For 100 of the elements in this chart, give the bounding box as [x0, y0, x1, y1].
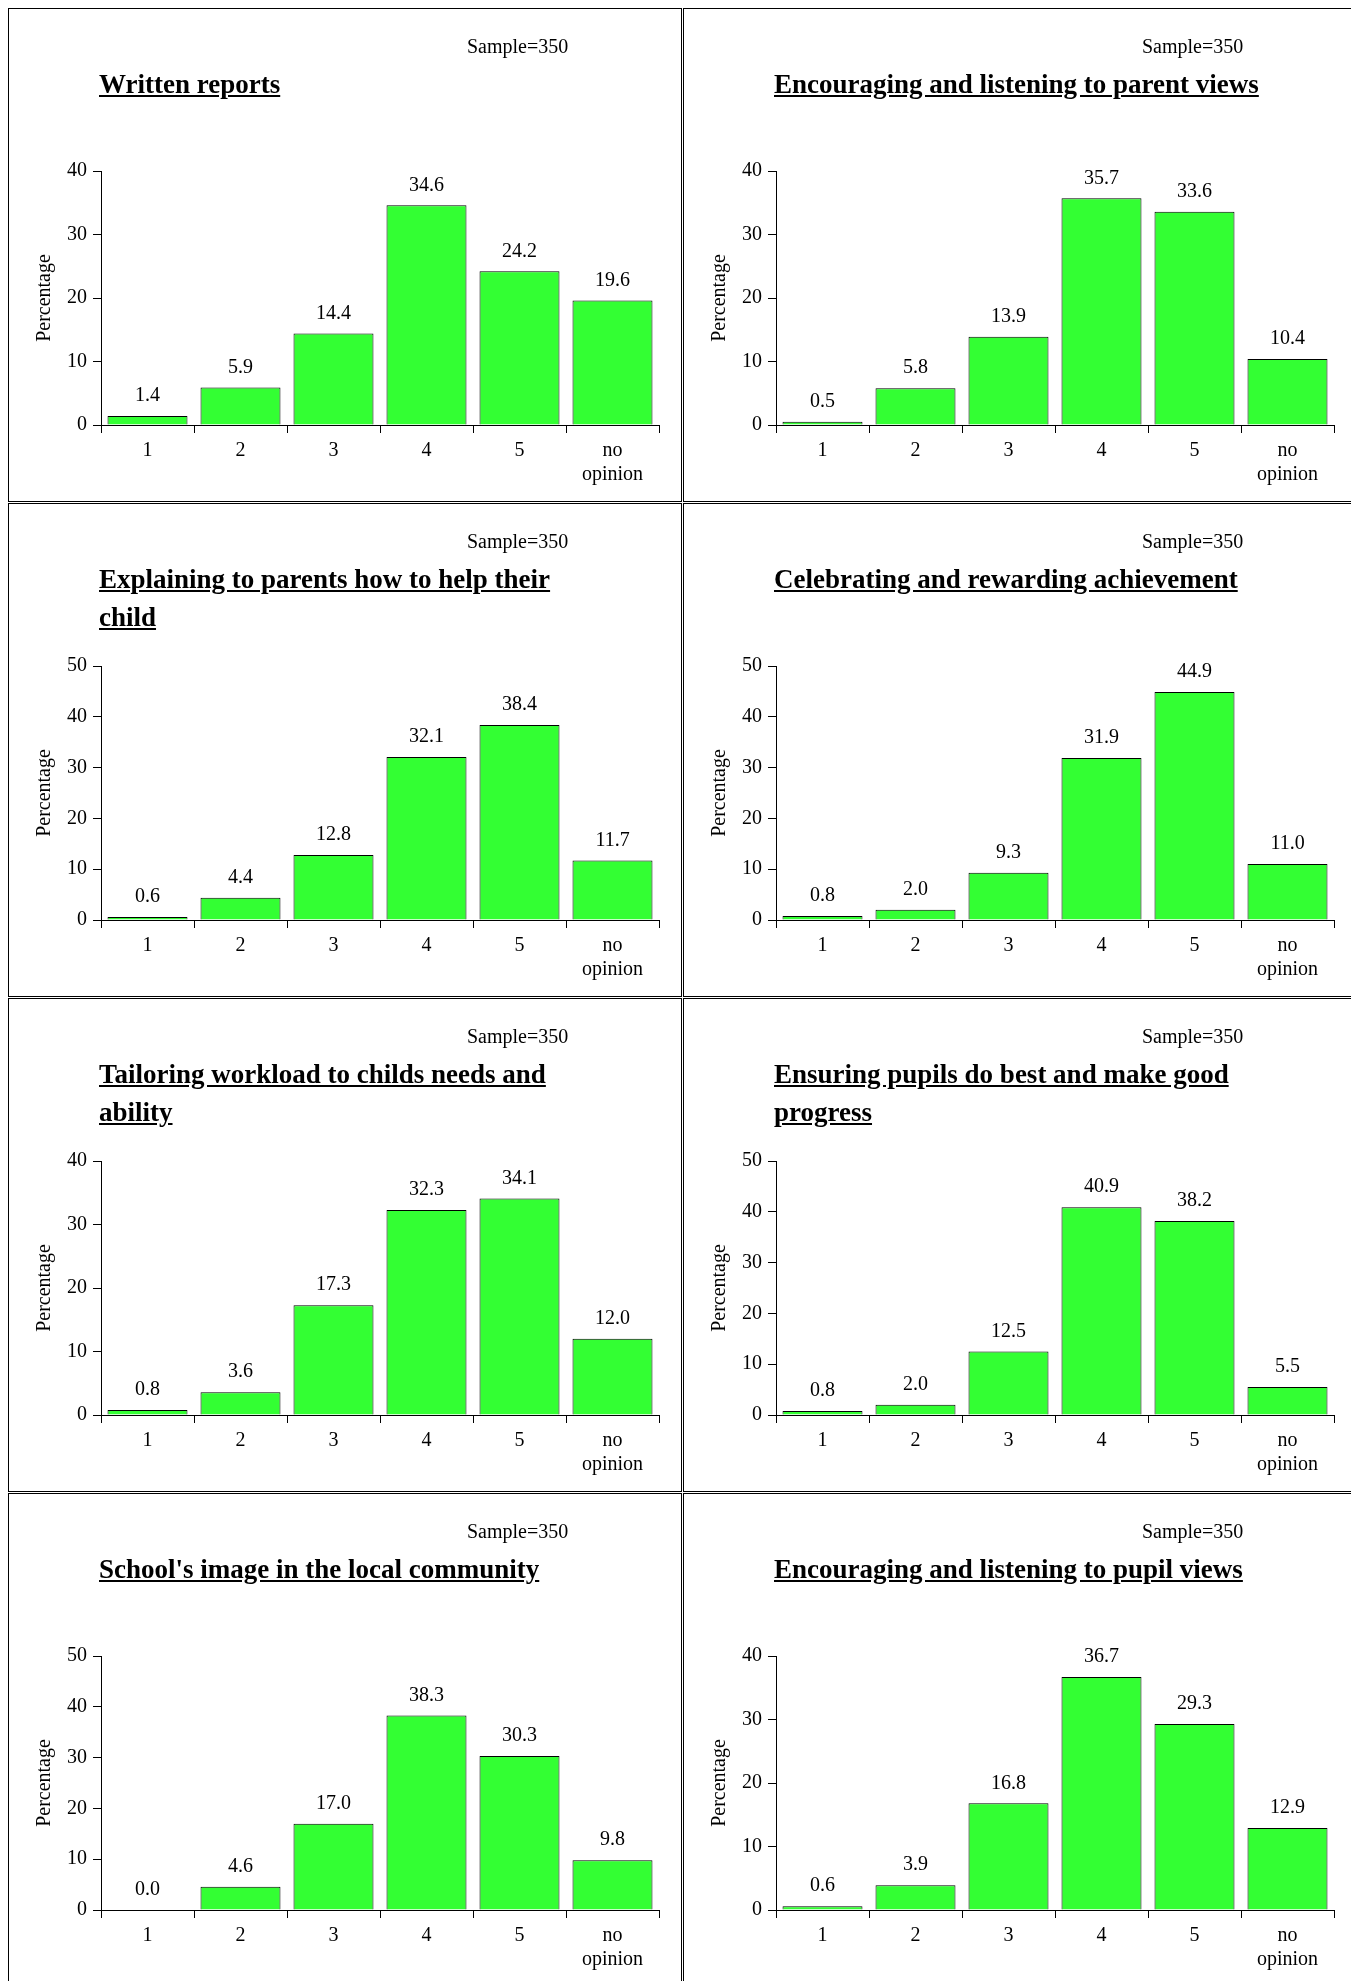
- y-tick-label: 40: [67, 1148, 87, 1171]
- y-tick-label: 10: [67, 348, 87, 371]
- x-tick-label: 4: [421, 933, 432, 956]
- text: Sample=350: [467, 35, 569, 58]
- data-label: 38.2: [1177, 1188, 1212, 1211]
- y-axis-title: Percentage: [707, 1739, 731, 1827]
- y-tick-label: 10: [742, 856, 762, 879]
- chart-title: Celebrating and rewarding achievement: [774, 563, 1239, 596]
- y-tick-label: 50: [742, 1148, 762, 1171]
- x-tick-label: 3: [1003, 1923, 1014, 1946]
- text: Sample=350: [1142, 35, 1244, 58]
- x-tick-label: 4: [1096, 438, 1107, 461]
- data-label: 44.9: [1177, 659, 1212, 682]
- y-tick-label: 10: [67, 1846, 87, 1869]
- y-tick-label: 40: [742, 1199, 762, 1222]
- x-tick-label: 2: [235, 1428, 246, 1451]
- y-tick-label: 40: [742, 158, 762, 181]
- data-label: 16.8: [991, 1770, 1026, 1793]
- y-tick-label: 40: [742, 1643, 762, 1666]
- x-tick-label: 3: [328, 1428, 339, 1451]
- x-tick-label: 5: [514, 438, 525, 461]
- data-label: 5.8: [903, 355, 928, 378]
- chart-title: Written reports: [99, 68, 282, 101]
- chart-title: Encouraging and listening to parent views: [774, 68, 1260, 101]
- x-tick-label: 1: [142, 933, 153, 956]
- chart-title: Explaining to parents how to help their child: [99, 563, 552, 634]
- text: Sample=350: [1142, 530, 1244, 553]
- data-label: 5.5: [1275, 1354, 1300, 1377]
- y-tick-label: 0: [77, 907, 87, 930]
- data-label: 3.6: [228, 1359, 253, 1382]
- y-tick-label: 30: [742, 221, 762, 244]
- y-tick-label: 30: [67, 221, 87, 244]
- x-tick-label: 2: [910, 933, 921, 956]
- y-tick-label: 50: [742, 653, 762, 676]
- data-label: 10.4: [1270, 326, 1305, 349]
- x-tick-label: 2: [910, 1428, 921, 1451]
- data-label: 36.7: [1084, 1644, 1119, 1667]
- x-tick-label: 3: [1003, 1428, 1014, 1451]
- y-tick-label: 30: [67, 1211, 87, 1234]
- data-label: 0.6: [135, 884, 160, 907]
- x-tick-label: no opinion: [1256, 1428, 1319, 1476]
- x-tick-label: 3: [1003, 933, 1014, 956]
- x-tick-label: 4: [1096, 1428, 1107, 1451]
- y-tick-label: 30: [742, 1706, 762, 1729]
- data-label: 31.9: [1084, 725, 1119, 748]
- y-tick-label: 30: [67, 754, 87, 777]
- data-label: 40.9: [1084, 1174, 1119, 1197]
- x-tick-label: no opinion: [1256, 933, 1319, 981]
- y-tick-label: 50: [67, 1643, 87, 1666]
- y-tick-label: 40: [742, 704, 762, 727]
- y-axis-title: Percentage: [32, 1244, 56, 1332]
- y-axis-title: Percentage: [707, 1244, 731, 1332]
- data-label: 1.4: [135, 383, 160, 406]
- data-label: 0.8: [135, 1377, 160, 1400]
- data-label: 17.3: [316, 1272, 351, 1295]
- y-tick-label: 40: [67, 158, 87, 181]
- x-tick-label: 1: [817, 933, 828, 956]
- chart-title: School's image in the local community: [99, 1553, 541, 1586]
- data-label: 2.0: [903, 877, 928, 900]
- y-tick-label: 0: [752, 1897, 762, 1920]
- data-label: 19.6: [595, 267, 630, 290]
- data-label: 4.6: [228, 1853, 253, 1876]
- x-tick-label: no opinion: [581, 438, 644, 486]
- x-tick-label: 4: [421, 438, 432, 461]
- y-axis-title: Percentage: [32, 1739, 56, 1827]
- x-tick-label: 5: [1189, 438, 1200, 461]
- y-tick-label: 30: [67, 1744, 87, 1767]
- x-tick-label: 5: [514, 1428, 525, 1451]
- data-label: 38.4: [502, 692, 537, 715]
- data-label: 13.9: [991, 303, 1026, 326]
- y-tick-label: 20: [742, 285, 762, 308]
- y-tick-label: 20: [67, 805, 87, 828]
- x-tick-label: no opinion: [581, 1923, 644, 1971]
- y-tick-label: 20: [742, 1300, 762, 1323]
- data-label: 38.3: [409, 1682, 444, 1705]
- y-tick-label: 20: [67, 285, 87, 308]
- x-tick-label: 5: [1189, 1923, 1200, 1946]
- x-tick-label: 5: [514, 1923, 525, 1946]
- chart-title: Tailoring workload to childs needs and ability: [99, 1058, 547, 1129]
- y-tick-label: 10: [742, 1833, 762, 1856]
- data-label: 29.3: [1177, 1691, 1212, 1714]
- data-label: 14.4: [316, 300, 351, 323]
- x-tick-label: 2: [910, 438, 921, 461]
- data-label: 11.0: [1270, 831, 1305, 854]
- y-tick-label: 0: [752, 1402, 762, 1425]
- data-label: 5.9: [228, 354, 253, 377]
- chart-title: Ensuring pupils do best and make good progress: [774, 1058, 1230, 1129]
- data-label: 3.9: [903, 1852, 928, 1875]
- y-tick-label: 0: [77, 1897, 87, 1920]
- y-axis-title: Percentage: [32, 749, 56, 837]
- data-label: 35.7: [1084, 165, 1119, 188]
- text: Sample=350: [467, 1025, 569, 1048]
- x-tick-label: 4: [421, 1923, 432, 1946]
- data-label: 12.8: [316, 822, 351, 845]
- data-label: 33.6: [1177, 178, 1212, 201]
- x-tick-label: 5: [1189, 933, 1200, 956]
- x-tick-label: 3: [1003, 438, 1014, 461]
- x-tick-label: no opinion: [581, 933, 644, 981]
- data-label: 0.6: [810, 1873, 835, 1896]
- y-tick-label: 30: [742, 1249, 762, 1272]
